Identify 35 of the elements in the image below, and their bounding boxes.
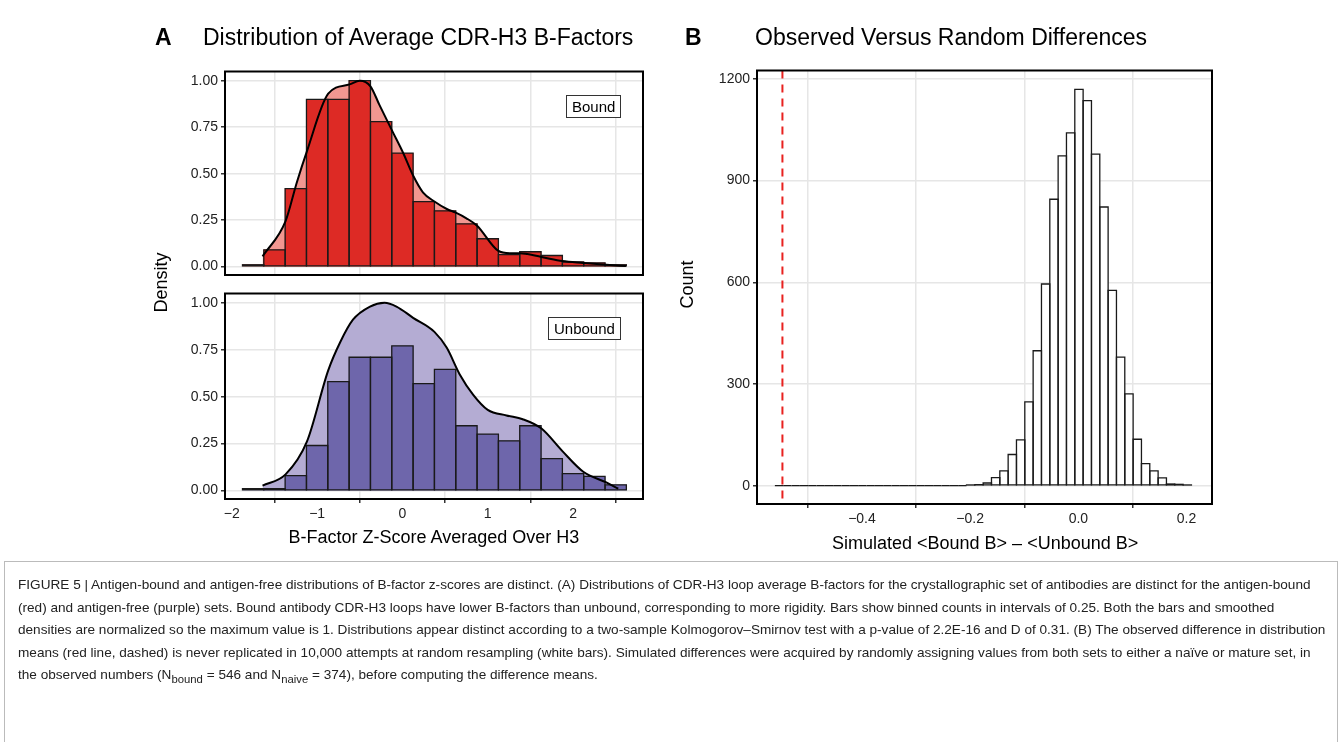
y-axis-title: Density (150, 251, 172, 313)
x-axis-title: Simulated <Bound B> – <Unbound B> (832, 533, 1139, 554)
y-tick-label: 1.00 (190, 71, 219, 88)
x-tick-label: 0 (398, 505, 407, 522)
y-tick-label: 0.75 (190, 118, 219, 135)
text: FIGURE 5 | Antigen-bound and antigen-free distributions of B-factor z-scores are distinct. (A) Distributions of CDR-H3 loop average B-factors for the crystallographic set of antibodies are distinct for the antigen-bound (red) and antigen-free (purple) sets. Bound antibody CDR-H3 loops have lower B-factors than unbound, corresponding to more rigidity. Bars show binned counts in intervals of 0.25. Both the bars and smoothed densities are normalized so the maximum value is 1. Distributions appear distinct according to a two-sample Kolmogorov–Smirnov test with a p-value of 2.2E-16 and D of 0.31. (B) The observed difference in distribution means (red line, dashed) is never replicated in 10,000 attempts at random resampling (white bars). Simulated differences were acquired by randomly assigning values from both sets to either a naïve or mature set, in the observed numbers (N$_{bound}$ = 546 and N$_{naive}$ = 374), before computing the difference means. (18, 577, 1326, 686)
x-tick-label: −2 (223, 505, 241, 522)
x-tick-label: 1 (483, 505, 492, 522)
x-tick-label: −1 (309, 505, 326, 522)
y-tick-label: 0.25 (190, 211, 219, 228)
chart-title: Observed Versus Random Differences (755, 24, 1148, 51)
x-tick-label: −0.2 (956, 510, 985, 527)
chart-title: Distribution of Average CDR-H3 B-Factors (203, 24, 634, 51)
x-tick-label: −0.4 (848, 510, 876, 527)
y-tick-label: 0.00 (190, 481, 219, 498)
y-tick-label: 0.50 (190, 387, 219, 404)
y-tick-label: 900 (726, 171, 751, 188)
text: A (155, 24, 172, 51)
x-tick-label: 0.0 (1068, 510, 1089, 527)
y-tick-label: 300 (726, 374, 751, 391)
annotation: Unbound (548, 317, 621, 340)
y-tick-label: 0.25 (190, 434, 219, 451)
y-tick-label: 600 (726, 273, 751, 290)
x-tick-label: 2 (569, 505, 578, 522)
x-tick-label: 0.2 (1176, 510, 1197, 527)
y-tick-label: 0 (742, 476, 751, 493)
x-axis-title: B-Factor Z-Score Averaged Over H3 (288, 527, 580, 548)
y-tick-label: 1.00 (190, 293, 219, 310)
y-axis-title: Count (676, 259, 697, 309)
y-tick-label: 0.00 (190, 257, 219, 274)
y-tick-label: 0.50 (190, 164, 219, 181)
y-tick-label: 1200 (718, 69, 751, 86)
y-tick-label: 0.75 (190, 340, 219, 357)
annotation: Bound (566, 95, 622, 118)
text: B (685, 24, 702, 51)
